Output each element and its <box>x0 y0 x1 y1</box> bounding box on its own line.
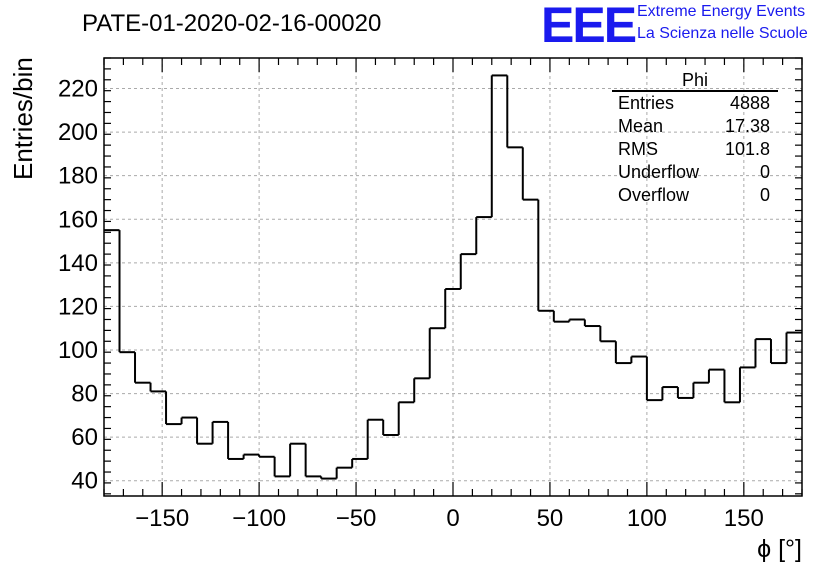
logo-line-2: La Scienza nelle Scuole <box>637 25 808 42</box>
y-tick-label: 60 <box>71 424 98 451</box>
x-tick-label: −50 <box>336 505 377 532</box>
logo-line-1: Extreme Energy Events <box>637 3 806 20</box>
y-tick-label: 100 <box>58 337 98 364</box>
stat-row-rms: RMS 101.8 <box>612 138 778 161</box>
stat-label: Entries <box>618 93 675 113</box>
y-tick-label: 220 <box>58 76 98 103</box>
stat-row-entries: Entries 4888 <box>612 92 778 115</box>
y-tick-label: 140 <box>58 250 98 277</box>
y-tick-label: 180 <box>58 163 98 190</box>
x-axis-label: ϕ [°] <box>757 535 802 563</box>
x-tick-label: 50 <box>537 505 564 532</box>
stat-value: 0 <box>759 162 770 182</box>
stat-row-underflow: Underflow 0 <box>612 161 778 184</box>
eee-logo: EEE <box>541 0 637 53</box>
stat-value: 0 <box>759 185 770 205</box>
stat-value: 101.8 <box>724 139 770 159</box>
stat-row-mean: Mean 17.38 <box>612 115 778 138</box>
stat-row-overflow: Overflow 0 <box>612 184 778 207</box>
y-tick-label: 160 <box>58 206 98 233</box>
x-tick-label: −150 <box>135 505 189 532</box>
stat-label: RMS <box>618 139 658 159</box>
stat-label: Underflow <box>618 162 700 182</box>
y-tick-label: 200 <box>58 119 98 146</box>
y-tick-label: 120 <box>58 293 98 320</box>
x-tick-label: −100 <box>232 505 286 532</box>
stats-title: Phi <box>612 70 778 92</box>
x-tick-label: 150 <box>724 505 764 532</box>
y-tick-label: 80 <box>71 381 98 408</box>
chart-title: PATE-01-2020-02-16-00020 <box>82 10 382 37</box>
stat-label: Mean <box>618 116 664 136</box>
y-tick-label: 40 <box>71 468 98 495</box>
x-tick-label: 100 <box>627 505 667 532</box>
stat-value: 4888 <box>729 93 770 113</box>
x-tick-label: 0 <box>446 505 459 532</box>
stats-box: Phi Entries 4888 Mean 17.38 RMS 101.8 Un… <box>612 70 778 207</box>
stat-value: 17.38 <box>724 116 770 136</box>
stat-label: Overflow <box>618 185 690 205</box>
